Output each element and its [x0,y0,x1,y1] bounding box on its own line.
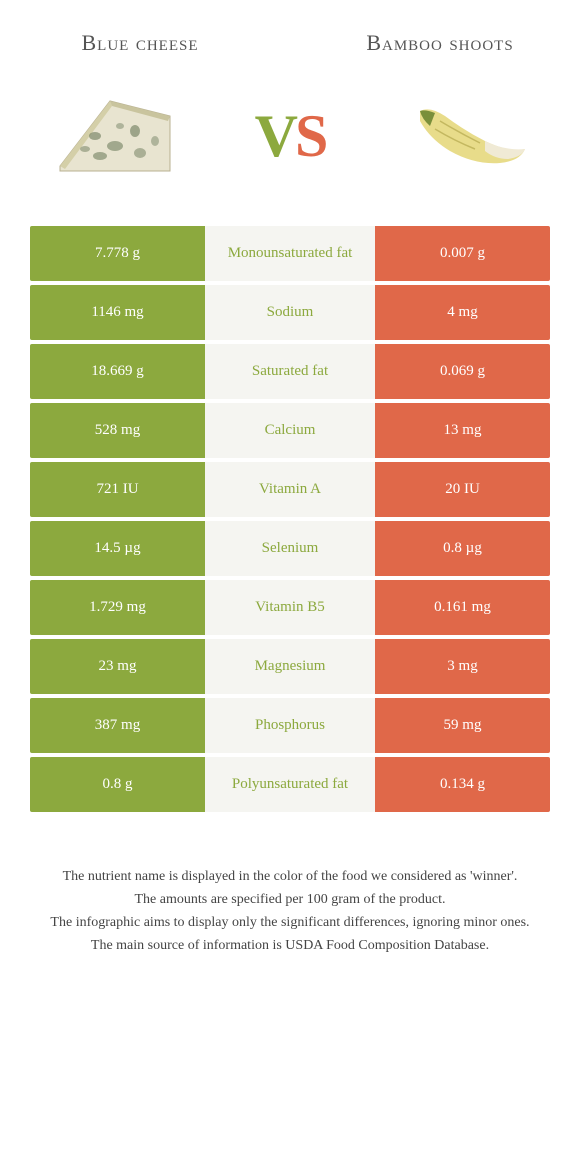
footer-line: The main source of information is USDA F… [40,935,540,956]
footer-line: The amounts are specified per 100 gram o… [40,889,540,910]
vs-divider: VS [255,102,326,171]
table-row: 14.5 µgSelenium0.8 µg [30,521,550,576]
value-left: 1146 mg [30,285,205,340]
value-left: 721 IU [30,462,205,517]
table-row: 1.729 mgVitamin B50.161 mg [30,580,550,635]
value-left: 1.729 mg [30,580,205,635]
value-left: 0.8 g [30,757,205,812]
comparison-table: 7.778 gMonounsaturated fat0.007 g1146 mg… [0,226,580,812]
table-row: 7.778 gMonounsaturated fat0.007 g [30,226,550,281]
value-left: 14.5 µg [30,521,205,576]
value-left: 18.669 g [30,344,205,399]
vs-s: S [295,103,325,169]
header: Blue cheese Bamboo shoots [0,0,580,66]
value-right: 13 mg [375,403,550,458]
nutrient-label: Monounsaturated fat [205,226,375,281]
value-right: 0.8 µg [375,521,550,576]
food-title-left: Blue cheese [40,30,240,56]
images-row: VS [0,66,580,226]
table-row: 528 mgCalcium13 mg [30,403,550,458]
value-right: 0.161 mg [375,580,550,635]
footer-line: The nutrient name is displayed in the co… [40,866,540,887]
table-row: 18.669 gSaturated fat0.069 g [30,344,550,399]
table-row: 23 mgMagnesium3 mg [30,639,550,694]
value-right: 0.069 g [375,344,550,399]
value-right: 59 mg [375,698,550,753]
table-row: 0.8 gPolyunsaturated fat0.134 g [30,757,550,812]
nutrient-label: Selenium [205,521,375,576]
bamboo-icon [390,81,540,191]
value-left: 7.778 g [30,226,205,281]
vs-v: V [255,103,295,169]
footer-line: The infographic aims to display only the… [40,912,540,933]
nutrient-label: Calcium [205,403,375,458]
food-image-left [40,76,190,196]
value-left: 387 mg [30,698,205,753]
cheese-icon [40,81,190,191]
value-left: 23 mg [30,639,205,694]
nutrient-label: Polyunsaturated fat [205,757,375,812]
food-title-right: Bamboo shoots [340,30,540,56]
value-left: 528 mg [30,403,205,458]
value-right: 0.007 g [375,226,550,281]
value-right: 0.134 g [375,757,550,812]
food-image-right [390,76,540,196]
table-row: 1146 mgSodium4 mg [30,285,550,340]
footer-notes: The nutrient name is displayed in the co… [0,816,580,978]
nutrient-label: Saturated fat [205,344,375,399]
table-row: 387 mgPhosphorus59 mg [30,698,550,753]
nutrient-label: Phosphorus [205,698,375,753]
table-row: 721 IUVitamin A20 IU [30,462,550,517]
nutrient-label: Magnesium [205,639,375,694]
value-right: 3 mg [375,639,550,694]
nutrient-label: Vitamin A [205,462,375,517]
value-right: 4 mg [375,285,550,340]
nutrient-label: Vitamin B5 [205,580,375,635]
nutrient-label: Sodium [205,285,375,340]
value-right: 20 IU [375,462,550,517]
